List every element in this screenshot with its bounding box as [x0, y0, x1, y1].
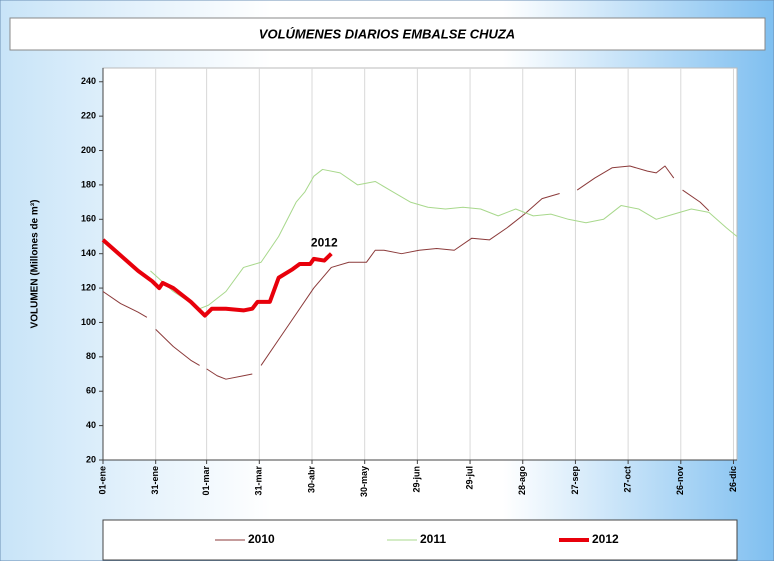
- x-tick-label: 29-jun: [412, 466, 422, 493]
- y-tick-label: 140: [81, 248, 96, 258]
- x-tick-label: 30-abr: [306, 466, 316, 494]
- x-tick-label: 27-sep: [570, 466, 580, 495]
- x-tick-label: 01-ene: [97, 466, 107, 495]
- legend-label: 2010: [248, 532, 275, 546]
- x-tick-label: 26-dic: [728, 466, 738, 492]
- x-tick-label: 27-oct: [622, 466, 632, 493]
- y-tick-label: 60: [86, 386, 96, 396]
- chart-title: VOLÚMENES DIARIOS EMBALSE CHUZA: [259, 26, 515, 41]
- y-tick-label: 40: [86, 420, 96, 430]
- y-tick-label: 240: [81, 76, 96, 86]
- y-tick-label: 180: [81, 179, 96, 189]
- y-tick-label: 220: [81, 111, 96, 121]
- x-tick-label: 31-ene: [150, 466, 160, 495]
- series-line: [150, 168, 738, 310]
- x-tick-label: 30-may: [359, 466, 369, 497]
- y-axis-label: VOLUMEN (Millones de m³): [30, 200, 41, 329]
- x-tick-label: 26-nov: [675, 466, 685, 495]
- title-box: [9, 17, 766, 51]
- x-tick-label: 31-mar: [254, 466, 264, 496]
- plot-area: [102, 67, 738, 461]
- x-tick-label: 28-ago: [517, 466, 527, 496]
- y-tick-label: 200: [81, 145, 96, 155]
- y-tick-label: 80: [86, 351, 96, 361]
- legend-label: 2011: [420, 532, 446, 546]
- series-line: [101, 238, 333, 318]
- series-line: [102, 165, 710, 380]
- x-tick-label: 01-mar: [201, 466, 211, 496]
- y-tick-label: 20: [86, 454, 96, 464]
- y-tick-label: 120: [81, 282, 96, 292]
- x-tick-label: 29-jul: [464, 466, 474, 490]
- y-tick-label: 160: [81, 214, 96, 224]
- y-tick-label: 100: [81, 317, 96, 327]
- annotation: 2012: [311, 236, 338, 250]
- legend-box: [102, 519, 738, 561]
- legend-label: 2012: [592, 532, 619, 546]
